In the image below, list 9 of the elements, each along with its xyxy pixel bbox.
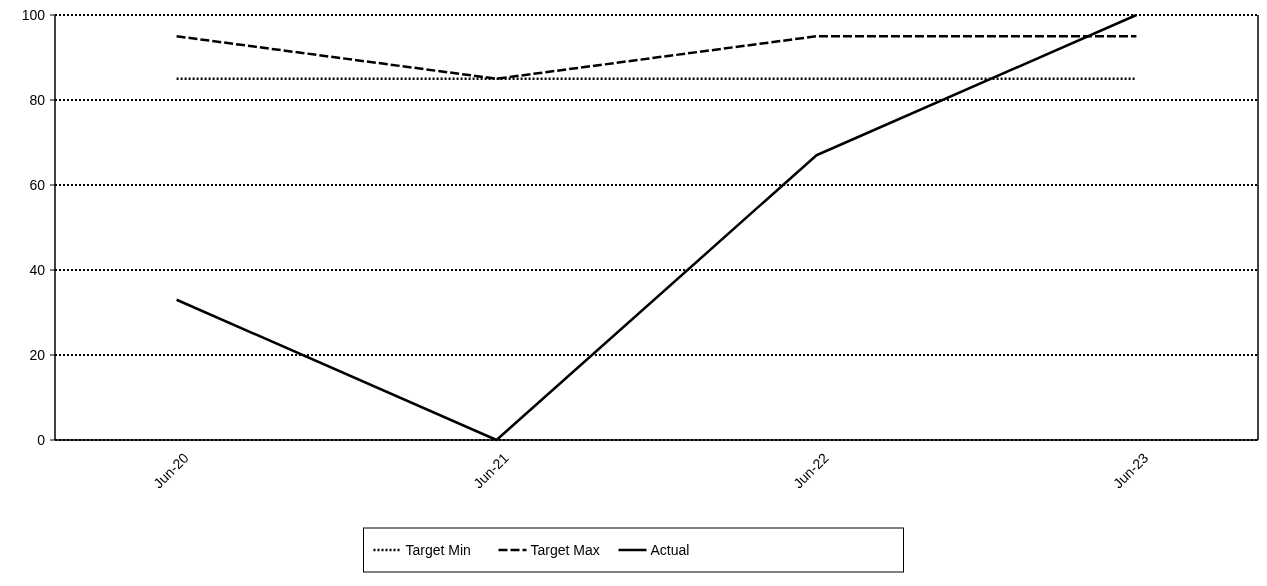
y-tick-label: 0 — [37, 431, 46, 448]
legend-label: Actual — [650, 541, 690, 558]
legend-label: Target Min — [405, 541, 471, 558]
y-tick-label: 20 — [29, 346, 46, 363]
y-tick-label: 80 — [29, 91, 46, 108]
y-tick-label: 60 — [29, 176, 46, 193]
y-tick-label: 40 — [29, 261, 46, 278]
legend-label: Target Max — [530, 541, 600, 558]
y-tick-label: 100 — [21, 6, 46, 23]
